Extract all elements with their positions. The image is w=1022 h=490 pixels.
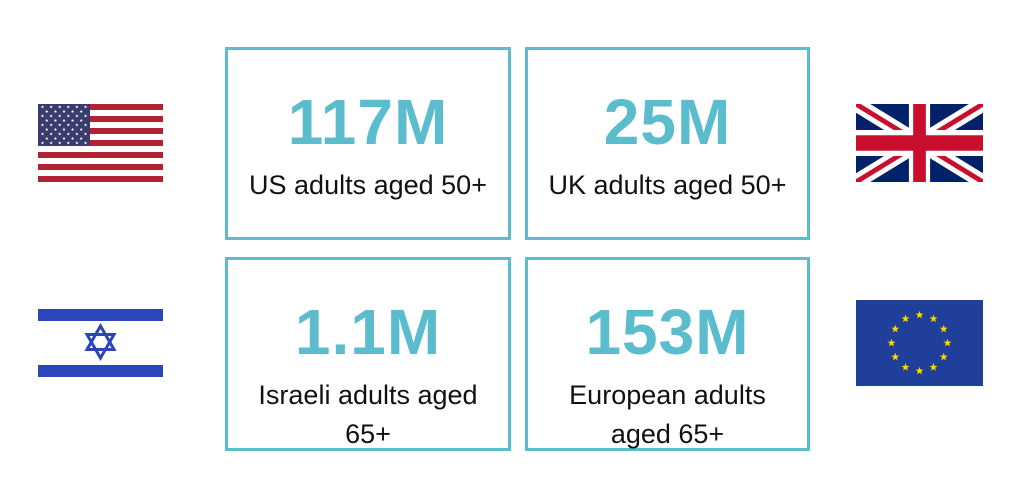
stat-label-line: aged 65+ [610, 419, 725, 449]
uk-flag-icon [856, 104, 983, 182]
stat-card-uk: 25M UK adults aged 50+ [525, 47, 810, 240]
stat-label: US adults aged 50+ [249, 170, 487, 200]
israel-flag-icon [38, 304, 163, 382]
us-flag-icon [38, 104, 163, 182]
stat-value: 1.1M [294, 296, 442, 368]
stat-label: Israeli adults aged 65+ [236, 376, 500, 454]
stat-card-us: 117M US adults aged 50+ [225, 47, 511, 240]
stat-value: 117M [287, 86, 449, 158]
stat-label: UK adults aged 50+ [548, 170, 787, 200]
stat-value: 25M [603, 86, 732, 158]
eu-flag-icon [856, 300, 983, 386]
stat-label-line: Israeli adults aged [258, 380, 478, 410]
stat-card-israel: 1.1M Israeli adults aged 65+ [225, 257, 511, 451]
stat-value: 153M [585, 296, 750, 368]
stat-label-line: European adults [569, 380, 766, 410]
stat-label-line: 65+ [345, 419, 391, 449]
stat-card-eu: 153M European adults aged 65+ [525, 257, 810, 451]
stat-label: European adults aged 65+ [536, 376, 799, 454]
